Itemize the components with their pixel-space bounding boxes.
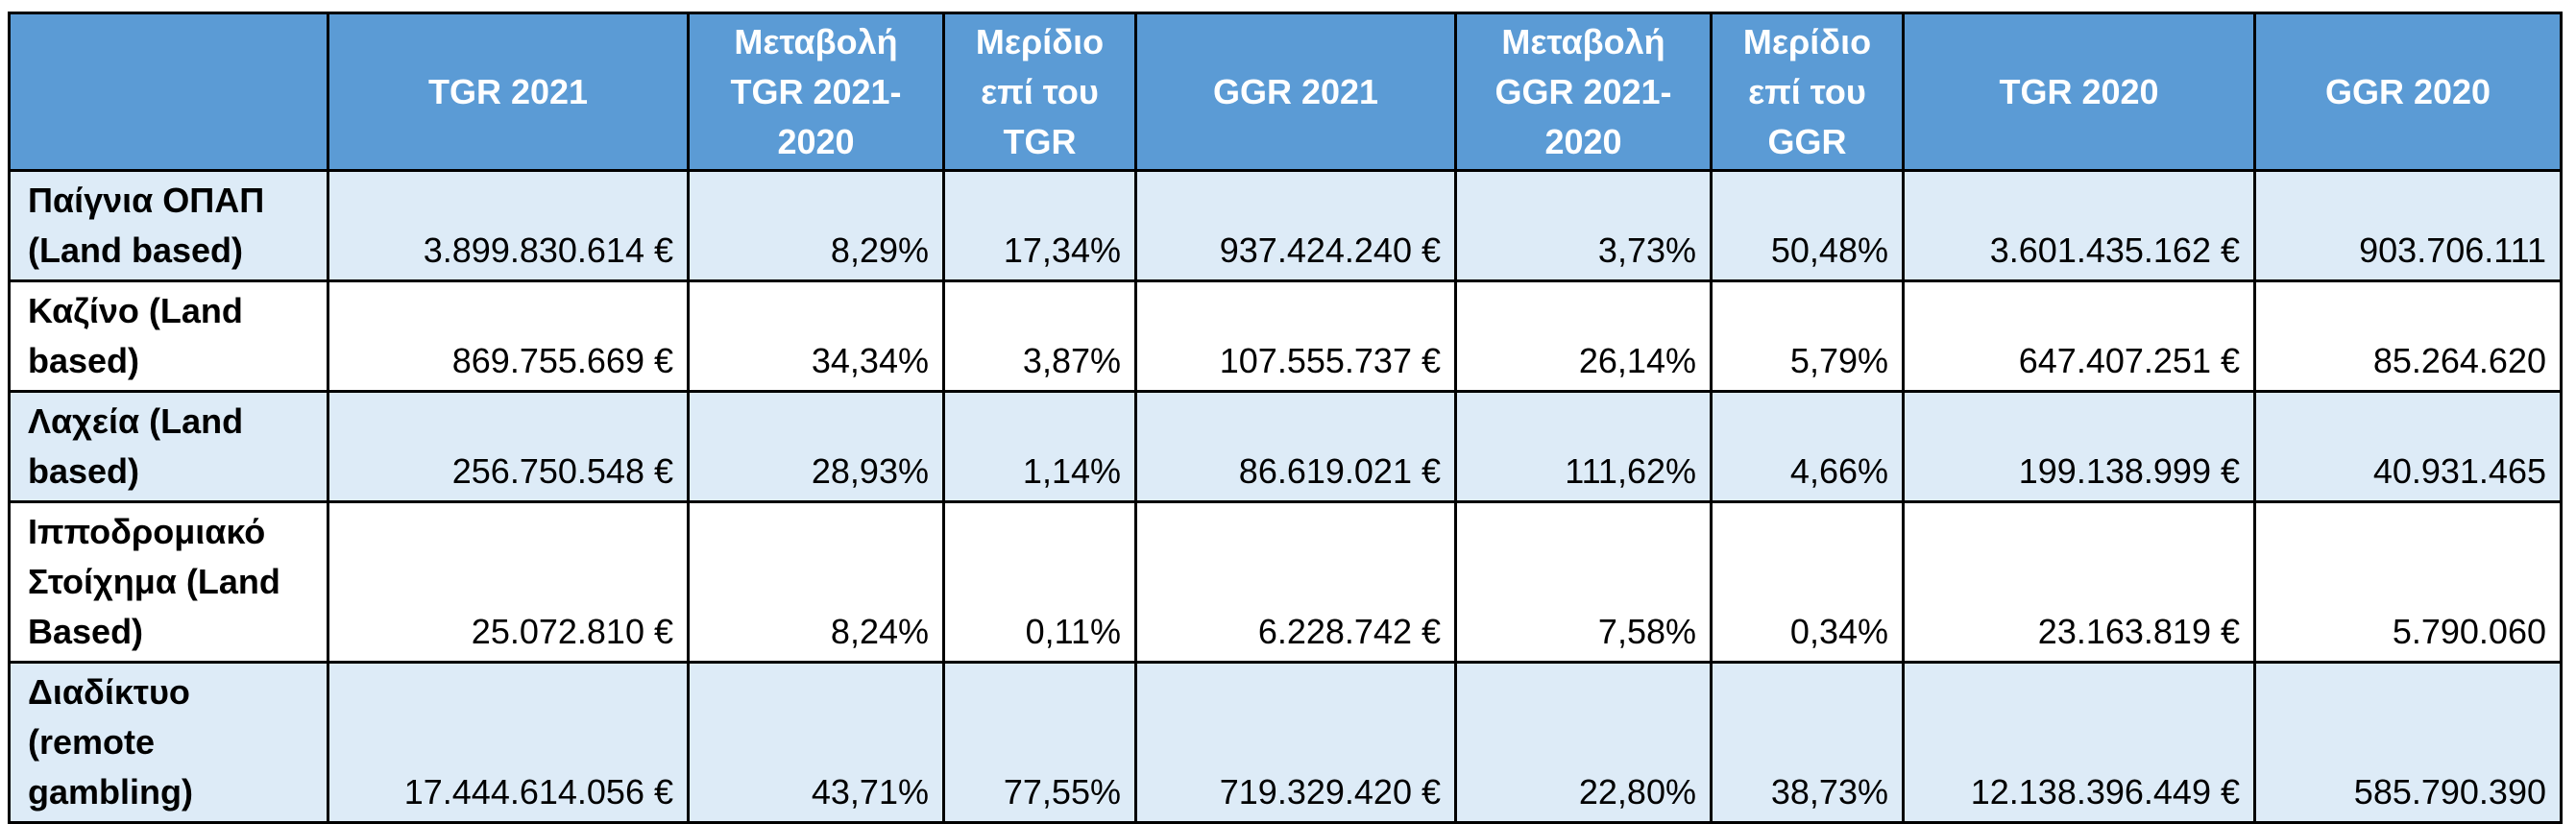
header-tgr-2020: TGR 2020	[1902, 12, 2256, 172]
header-tgr-share: Μερίδιο επί του TGR	[942, 12, 1137, 172]
cell-ggr-2021: 6.228.742 €	[1134, 500, 1457, 664]
cell-tgr-2020: 647.407.251 €	[1902, 279, 2256, 393]
row-label: Παίγνια ΟΠΑΠ (Land based)	[8, 169, 329, 282]
cell-tgr-change: 28,93%	[687, 390, 945, 503]
cell-ggr-2021: 86.619.021 €	[1134, 390, 1457, 503]
cell-ggr-2020: 903.706.111	[2253, 169, 2563, 282]
cell-ggr-2020: 585.790.390	[2253, 661, 2563, 824]
cell-tgr-2021: 256.750.548 €	[327, 390, 690, 503]
table-row: Καζίνο (Land based) 869.755.669 € 34,34%…	[8, 279, 2563, 393]
table-row: Διαδίκτυο (remote gambling) 17.444.614.0…	[8, 661, 2563, 824]
cell-tgr-2020: 23.163.819 €	[1902, 500, 2256, 664]
cell-ggr-share: 0,34%	[1710, 500, 1905, 664]
cell-ggr-2021: 937.424.240 €	[1134, 169, 1457, 282]
row-label: Ιπποδρομιακό Στοίχημα (Land Based)	[8, 500, 329, 664]
cell-tgr-2020: 199.138.999 €	[1902, 390, 2256, 503]
header-ggr-2021: GGR 2021	[1134, 12, 1457, 172]
cell-tgr-2021: 17.444.614.056 €	[327, 661, 690, 824]
cell-tgr-share: 0,11%	[942, 500, 1137, 664]
cell-tgr-share: 3,87%	[942, 279, 1137, 393]
cell-tgr-share: 1,14%	[942, 390, 1137, 503]
cell-ggr-2020: 85.264.620	[2253, 279, 2563, 393]
cell-tgr-2021: 3.899.830.614 €	[327, 169, 690, 282]
table-row: Ιπποδρομιακό Στοίχημα (Land Based) 25.07…	[8, 500, 2563, 664]
cell-ggr-share: 5,79%	[1710, 279, 1905, 393]
header-ggr-share: Μερίδιο επί του GGR	[1710, 12, 1905, 172]
cell-ggr-change: 22,80%	[1454, 661, 1713, 824]
row-label: Καζίνο (Land based)	[8, 279, 329, 393]
row-label: Λαχεία (Land based)	[8, 390, 329, 503]
cell-ggr-2020: 5.790.060	[2253, 500, 2563, 664]
cell-ggr-share: 38,73%	[1710, 661, 1905, 824]
table-row: Λαχεία (Land based) 256.750.548 € 28,93%…	[8, 390, 2563, 503]
cell-tgr-2021: 869.755.669 €	[327, 279, 690, 393]
table-row: Παίγνια ΟΠΑΠ (Land based) 3.899.830.614 …	[8, 169, 2563, 282]
cell-tgr-change: 8,29%	[687, 169, 945, 282]
header-tgr-2021: TGR 2021	[327, 12, 690, 172]
cell-tgr-change: 43,71%	[687, 661, 945, 824]
cell-ggr-change: 3,73%	[1454, 169, 1713, 282]
cell-ggr-change: 111,62%	[1454, 390, 1713, 503]
cell-ggr-2021: 719.329.420 €	[1134, 661, 1457, 824]
cell-ggr-change: 7,58%	[1454, 500, 1713, 664]
cell-tgr-2020: 12.138.396.449 €	[1902, 661, 2256, 824]
header-ggr-2020: GGR 2020	[2253, 12, 2563, 172]
cell-ggr-2020: 40.931.465	[2253, 390, 2563, 503]
cell-ggr-share: 4,66%	[1710, 390, 1905, 503]
header-row: TGR 2021 Μεταβολή TGR 2021- 2020 Μερίδιο…	[8, 12, 2563, 172]
cell-ggr-change: 26,14%	[1454, 279, 1713, 393]
cell-tgr-2020: 3.601.435.162 €	[1902, 169, 2256, 282]
header-ggr-change: Μεταβολή GGR 2021- 2020	[1454, 12, 1713, 172]
row-label: Διαδίκτυο (remote gambling)	[8, 661, 329, 824]
cell-tgr-share: 77,55%	[942, 661, 1137, 824]
cell-ggr-share: 50,48%	[1710, 169, 1905, 282]
cell-ggr-2021: 107.555.737 €	[1134, 279, 1457, 393]
gambling-revenue-table: TGR 2021 Μεταβολή TGR 2021- 2020 Μερίδιο…	[8, 12, 2563, 824]
header-blank	[8, 12, 329, 172]
cell-tgr-change: 8,24%	[687, 500, 945, 664]
cell-tgr-share: 17,34%	[942, 169, 1137, 282]
cell-tgr-2021: 25.072.810 €	[327, 500, 690, 664]
cell-tgr-change: 34,34%	[687, 279, 945, 393]
header-tgr-change: Μεταβολή TGR 2021- 2020	[687, 12, 945, 172]
